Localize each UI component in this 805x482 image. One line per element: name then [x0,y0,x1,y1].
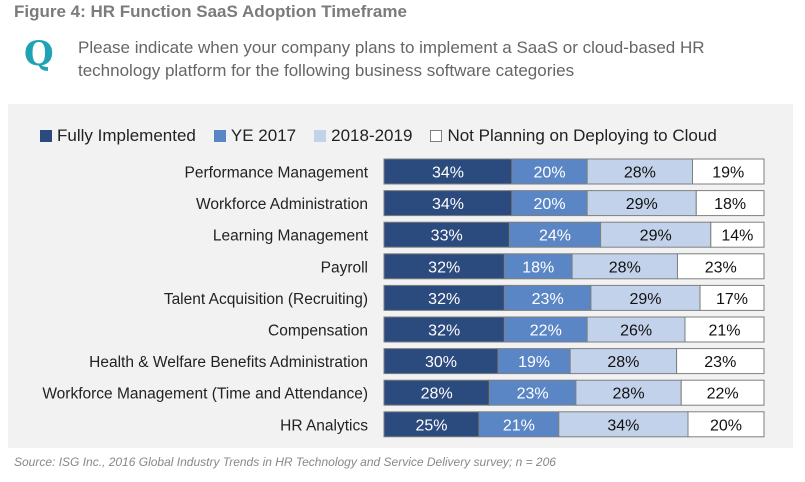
category-label-compensation: Compensation [268,323,368,340]
legend-swatch-2018-2019 [314,130,327,142]
data-label-payroll-not-planning: 23% [705,259,737,276]
legend-item-2018-2019: 2018-2019 [314,126,412,146]
legend-label-2018-2019: 2018-2019 [331,126,413,145]
bar-segment-payroll-not-planning [676,253,765,280]
bar-segment-talent-acquisition-recruiting-2018-2019 [590,284,701,311]
source-note: Source: ISG Inc., 2016 Global Industry T… [14,455,556,469]
category-label-health-and-welfare-benefits-administration: Health & Welfare Benefits Administration [89,354,368,371]
category-label-performance-management: Performance Management [184,165,368,182]
legend-label-fully: Fully Implemented [57,126,196,145]
bar-segment-talent-acquisition-recruiting-not-planning [699,284,765,311]
bar-segment-payroll-ye2017 [503,253,573,280]
figure-title: Figure 4: HR Function SaaS Adoption Time… [14,2,407,21]
bar-segment-performance-management-fully [383,158,513,185]
legend-label-not-planning: Not Planning on Deploying to Cloud [447,126,717,145]
bar-segment-compensation-fully [383,316,505,343]
bar-segment-health-and-welfare-benefits-administration-fully [383,348,499,375]
data-label-talent-acquisition-recruiting-fully: 32% [428,291,460,308]
category-label-hr-analytics: HR Analytics [280,417,368,434]
data-label-workforce-management-time-and-attendance-ye2017: 23% [517,386,549,403]
data-label-learning-management-ye2017: 24% [539,228,571,245]
bar-segment-learning-management-fully [383,221,510,248]
bar-segment-hr-analytics-not-planning [687,411,765,438]
data-label-workforce-administration-fully: 34% [432,196,464,213]
legend-swatch-ye2017 [213,130,226,142]
bar-segment-health-and-welfare-benefits-administration-not-planning [676,348,765,375]
data-label-learning-management-2018-2019: 29% [640,228,672,245]
legend-item-fully: Fully Implemented [40,126,196,146]
bar-segment-workforce-management-time-and-attendance-ye2017 [488,379,577,406]
data-label-workforce-management-time-and-attendance-fully: 28% [421,386,453,403]
data-label-health-and-welfare-benefits-administration-not-planning: 23% [704,354,736,371]
legend-swatch-not-planning [430,130,443,142]
question-icon: Q [24,34,54,74]
data-label-hr-analytics-fully: 25% [415,417,447,434]
legend-item-not-planning: Not Planning on Deploying to Cloud [430,126,717,146]
data-label-hr-analytics-not-planning: 20% [710,417,742,434]
bar-segment-workforce-administration-ye2017 [511,190,588,217]
data-label-payroll-ye2017: 18% [522,259,554,276]
data-label-compensation-fully: 32% [428,323,460,340]
data-label-compensation-2018-2019: 26% [620,323,652,340]
data-label-payroll-2018-2019: 28% [609,259,641,276]
data-label-workforce-administration-ye2017: 20% [534,196,566,213]
bar-segment-compensation-2018-2019 [586,316,686,343]
legend-swatch-fully [40,130,52,142]
data-label-learning-management-not-planning: 14% [721,228,753,245]
data-label-compensation-ye2017: 22% [530,323,562,340]
bar-segment-compensation-not-planning [684,316,765,343]
bar-segment-learning-management-not-planning [710,221,765,248]
chart-legend: Fully Implemented YE 2017 2018-2019 Not … [40,124,717,148]
data-label-hr-analytics-ye2017: 21% [503,417,535,434]
data-label-health-and-welfare-benefits-administration-ye2017: 19% [518,354,550,371]
bar-segment-performance-management-not-planning [692,158,765,185]
bar-segment-payroll-fully [383,253,505,280]
bar-segment-workforce-administration-not-planning [695,190,765,217]
data-label-learning-management-fully: 33% [431,228,463,245]
bar-segment-workforce-administration-fully [383,190,513,217]
data-label-compensation-not-planning: 21% [708,323,740,340]
bar-segment-talent-acquisition-recruiting-fully [383,284,505,311]
data-label-performance-management-ye2017: 20% [534,165,566,182]
bar-segment-workforce-administration-2018-2019 [586,190,697,217]
bar-segment-workforce-management-time-and-attendance-fully [383,379,490,406]
legend-item-ye2017: YE 2017 [213,126,297,146]
category-label-learning-management: Learning Management [213,228,369,245]
bar-segment-hr-analytics-2018-2019 [558,411,689,438]
data-label-health-and-welfare-benefits-administration-2018-2019: 28% [607,354,639,371]
bar-segment-payroll-2018-2019 [571,253,678,280]
question-text: Please indicate when your company plans … [78,38,705,80]
data-label-talent-acquisition-recruiting-ye2017: 23% [532,291,564,308]
data-label-performance-management-fully: 34% [432,165,464,182]
data-label-talent-acquisition-recruiting-not-planning: 17% [716,291,748,308]
bar-segment-hr-analytics-fully [383,411,480,438]
data-label-performance-management-2018-2019: 28% [624,165,656,182]
legend-label-ye2017: YE 2017 [230,126,297,145]
data-label-hr-analytics-2018-2019: 34% [607,417,639,434]
data-label-talent-acquisition-recruiting-2018-2019: 29% [629,291,661,308]
data-label-workforce-management-time-and-attendance-not-planning: 22% [707,386,739,403]
bar-segment-workforce-management-time-and-attendance-2018-2019 [575,379,682,406]
bar-segment-compensation-ye2017 [503,316,588,343]
data-label-workforce-administration-not-planning: 18% [714,196,746,213]
category-label-workforce-management-time-and-attendance: Workforce Management (Time and Attendanc… [42,386,368,403]
data-label-performance-management-not-planning: 19% [712,165,744,182]
data-label-payroll-fully: 32% [428,259,460,276]
data-label-health-and-welfare-benefits-administration-fully: 30% [425,354,457,371]
category-label-payroll: Payroll [321,259,368,276]
category-label-workforce-administration: Workforce Administration [196,196,368,213]
data-label-workforce-administration-2018-2019: 29% [626,196,658,213]
data-label-workforce-management-time-and-attendance-2018-2019: 28% [613,386,645,403]
bar-segment-workforce-management-time-and-attendance-not-planning [680,379,765,406]
category-label-talent-acquisition-recruiting: Talent Acquisition (Recruiting) [164,291,368,308]
bar-segment-hr-analytics-ye2017 [478,411,560,438]
